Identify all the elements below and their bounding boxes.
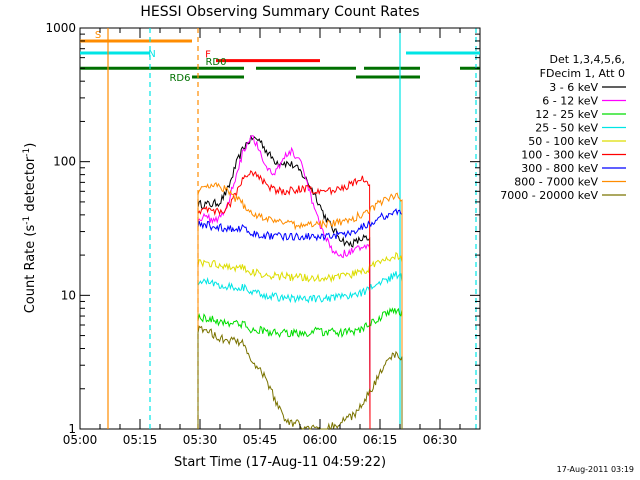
legend-label-100-300-kev: 100 - 300 keV	[521, 149, 598, 162]
legend-label-300-800-kev: 300 - 800 keV	[521, 162, 598, 175]
series-300-800-kev	[197, 208, 403, 429]
vertical-markers	[107, 28, 477, 429]
series-7000-20000-kev	[197, 325, 403, 430]
legend-label-25-50-kev: 25 - 50 keV	[535, 122, 598, 135]
series-100-300-kev	[197, 169, 371, 430]
series-800-7000-kev	[197, 181, 403, 429]
series-3-6-kev	[197, 135, 371, 430]
flag-label-n: N	[148, 49, 155, 60]
flag-label-f: F	[205, 50, 211, 61]
y-axis-label: Count Rate (s-1 detector-1)	[22, 143, 38, 314]
series-25-50-kev	[197, 271, 403, 429]
y-axis-label-end: )	[23, 143, 38, 148]
y-axis-label-main: Count Rate (s	[23, 225, 38, 314]
x-tick-label: 05:00	[63, 433, 98, 447]
legend-label-50-100-kev: 50 - 100 keV	[528, 135, 598, 148]
y-axis: 1 10 100 1000	[45, 21, 480, 436]
series-lines	[197, 135, 403, 430]
x-tick-label: 05:30	[183, 433, 218, 447]
legend: Det 1,3,4,5,6,FDecim 1, Att 03 - 6 keV6 …	[500, 53, 626, 202]
legend-label-6-12-kev: 6 - 12 keV	[542, 95, 598, 108]
x-tick-label: 06:15	[363, 433, 398, 447]
chart-title: HESSI Observing Summary Count Rates	[140, 4, 419, 20]
flag-label-rd0: RD0	[205, 57, 226, 68]
y-tick-label: 10	[61, 288, 76, 302]
y-tick-label: 1000	[45, 21, 76, 35]
legend-header-2: FDecim 1, Att 0	[540, 67, 625, 80]
y-axis-label-mid: detector	[23, 156, 38, 216]
legend-header-1: Det 1,3,4,5,6,	[549, 53, 625, 66]
legend-label-800-7000-kev: 800 - 7000 keV	[514, 176, 598, 189]
flag-label-s: S	[95, 30, 101, 41]
x-tick-label: 05:45	[243, 433, 278, 447]
flag-label-rd6: RD6	[169, 73, 190, 84]
plot-frame	[79, 27, 481, 430]
x-tick-label: 06:30	[423, 433, 458, 447]
series-6-12-kev	[197, 135, 371, 430]
y-tick-label: 1	[68, 422, 76, 436]
legend-label-7000-20000-kev: 7000 - 20000 keV	[500, 189, 598, 202]
x-tick-label: 05:15	[123, 433, 158, 447]
y-axis-label-sup2: -1	[22, 148, 32, 157]
timestamp: 17-Aug-2011 03:19	[557, 465, 634, 474]
y-tick-label: 100	[53, 155, 76, 169]
y-axis-label-sup1: -1	[22, 216, 32, 225]
series-50-100-kev	[197, 251, 403, 429]
x-axis-label: Start Time (17-Aug-11 04:59:22)	[174, 455, 386, 470]
x-axis: 05:00 05:15 05:30 05:45 06:00 06:15 06:30	[63, 28, 461, 447]
legend-label-3-6-kev: 3 - 6 keV	[549, 81, 598, 94]
x-tick-label: 06:00	[303, 433, 338, 447]
series-12-25-kev	[197, 307, 403, 429]
legend-label-12-25-kev: 12 - 25 keV	[535, 108, 598, 121]
